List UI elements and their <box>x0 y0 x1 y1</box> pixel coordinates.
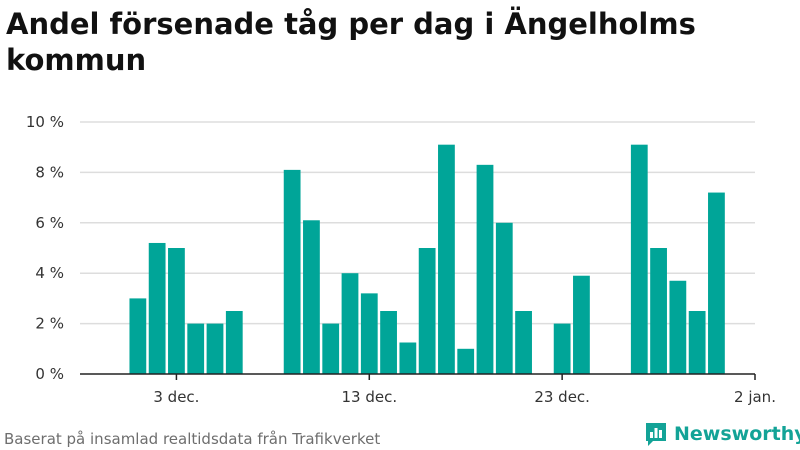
x-tick-label: 13 dec. <box>341 388 397 406</box>
bar <box>495 222 513 374</box>
bar <box>708 192 725 374</box>
bar <box>380 311 397 374</box>
bar <box>399 342 417 374</box>
bar <box>187 323 205 374</box>
bar <box>515 311 532 374</box>
source-note: Baserat på insamlad realtidsdata från Tr… <box>4 430 381 448</box>
x-tick-label: 2 jan. <box>734 388 776 406</box>
y-axis-labels: 0 % 2 % 4 % 6 % 8 % 10 % <box>26 113 64 383</box>
bars <box>129 144 725 374</box>
y-tick-label: 4 % <box>35 264 64 282</box>
bar <box>129 298 147 374</box>
brand-logo[interactable]: Newsworthy <box>644 420 800 448</box>
y-tick-label: 0 % <box>35 365 64 383</box>
bar <box>225 311 243 374</box>
x-tick-label: 23 dec. <box>534 388 590 406</box>
bar <box>457 348 475 374</box>
bar <box>360 293 378 374</box>
bar <box>553 323 571 374</box>
bar <box>322 323 340 374</box>
brand-name: Newsworthy <box>674 423 800 445</box>
newsworthy-logo-icon <box>646 423 666 446</box>
bar <box>148 242 166 374</box>
y-tick-label: 8 % <box>35 163 64 181</box>
bar <box>650 248 667 374</box>
bar <box>438 144 455 374</box>
bar <box>341 273 359 374</box>
bar <box>630 144 648 374</box>
y-tick-label: 6 % <box>35 214 64 232</box>
bar <box>476 164 494 374</box>
bar <box>688 311 706 374</box>
bar <box>283 169 301 374</box>
x-tick-label: 3 dec. <box>153 388 199 406</box>
bar <box>573 275 590 374</box>
bar <box>206 323 224 374</box>
y-tick-label: 10 % <box>26 113 64 131</box>
chart-title: Andel försenade tåg per dag i Ängelholms… <box>6 7 696 77</box>
y-tick-label: 2 % <box>35 315 64 333</box>
x-axis: 3 dec. 13 dec. 23 dec. 2 jan. <box>80 373 776 406</box>
bar <box>303 220 320 374</box>
bar <box>669 280 687 374</box>
bar <box>418 248 436 374</box>
bar <box>168 248 185 374</box>
